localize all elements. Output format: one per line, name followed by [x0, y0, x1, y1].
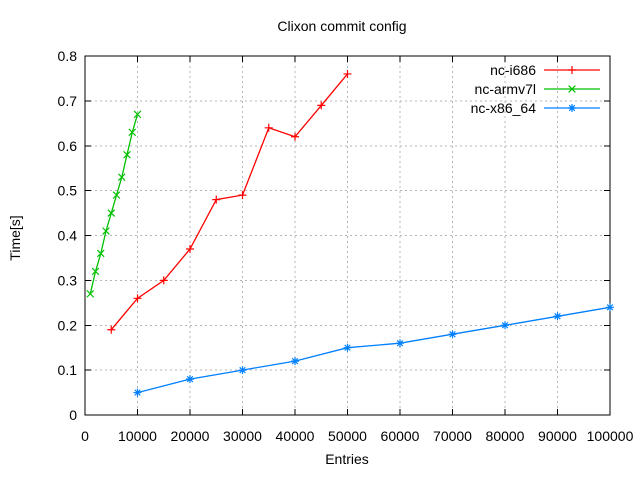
x-tick-label: 70000	[433, 428, 472, 444]
y-tick-label: 0.5	[58, 183, 78, 199]
x-tick-label: 60000	[381, 428, 420, 444]
x-tick-label: 40000	[276, 428, 315, 444]
x-tick-label: 20000	[171, 428, 210, 444]
y-tick-label: 0.2	[58, 317, 78, 333]
legend: nc-i686 nc-armv7l nc-x86_64	[471, 62, 600, 116]
series-line-nc-x86_64	[137, 306, 611, 394]
series-layer	[86, 69, 614, 397]
legend-label-nc-x86_64: nc-x86_64	[471, 100, 537, 116]
x-tick-label: 30000	[223, 428, 262, 444]
x-tick-label: 50000	[328, 428, 367, 444]
tick-labels: 0 10000 20000 30000 40000 50000 60000 70000 8000…	[58, 48, 634, 444]
x-axis-label: Entries	[325, 451, 369, 467]
series-line-nc-armv7l	[89, 114, 139, 294]
x-tick-label: 0	[81, 428, 89, 444]
y-tick-label: 0.6	[58, 138, 78, 154]
y-tick-label: 0.7	[58, 93, 78, 109]
plot-border	[84, 55, 611, 416]
series-nc-armv7l	[86, 110, 142, 298]
x-tick-label: 100000	[587, 428, 634, 444]
x-tick-label: 90000	[538, 428, 577, 444]
chart-title: Clixon commit config	[277, 18, 406, 34]
legend-sample-marker-nc-armv7l	[568, 85, 576, 93]
y-tick-label: 0.1	[58, 362, 78, 378]
series-markers-nc-armv7l	[86, 110, 142, 298]
series-markers-nc-x86_64	[133, 303, 614, 397]
y-axis-label: Time[s]	[7, 215, 23, 260]
y-tick-label: 0.3	[58, 272, 78, 288]
series-markers-nc-i686	[107, 69, 352, 334]
y-tick-label: 0.8	[58, 48, 78, 64]
legend-label-nc-armv7l: nc-armv7l	[475, 81, 536, 97]
series-line-nc-i686	[110, 73, 348, 331]
x-tick-label: 10000	[118, 428, 157, 444]
x-tick-label: 80000	[486, 428, 525, 444]
legend-samples	[544, 66, 600, 112]
series-nc-x86_64	[133, 303, 614, 397]
legend-sample-marker-nc-x86_64	[568, 104, 576, 112]
y-tick-label: 0	[69, 407, 77, 423]
legend-label-nc-i686: nc-i686	[490, 62, 536, 78]
legend-sample-marker-nc-i686	[568, 66, 576, 74]
series-nc-i686	[107, 69, 352, 334]
y-tick-label: 0.4	[58, 228, 78, 244]
